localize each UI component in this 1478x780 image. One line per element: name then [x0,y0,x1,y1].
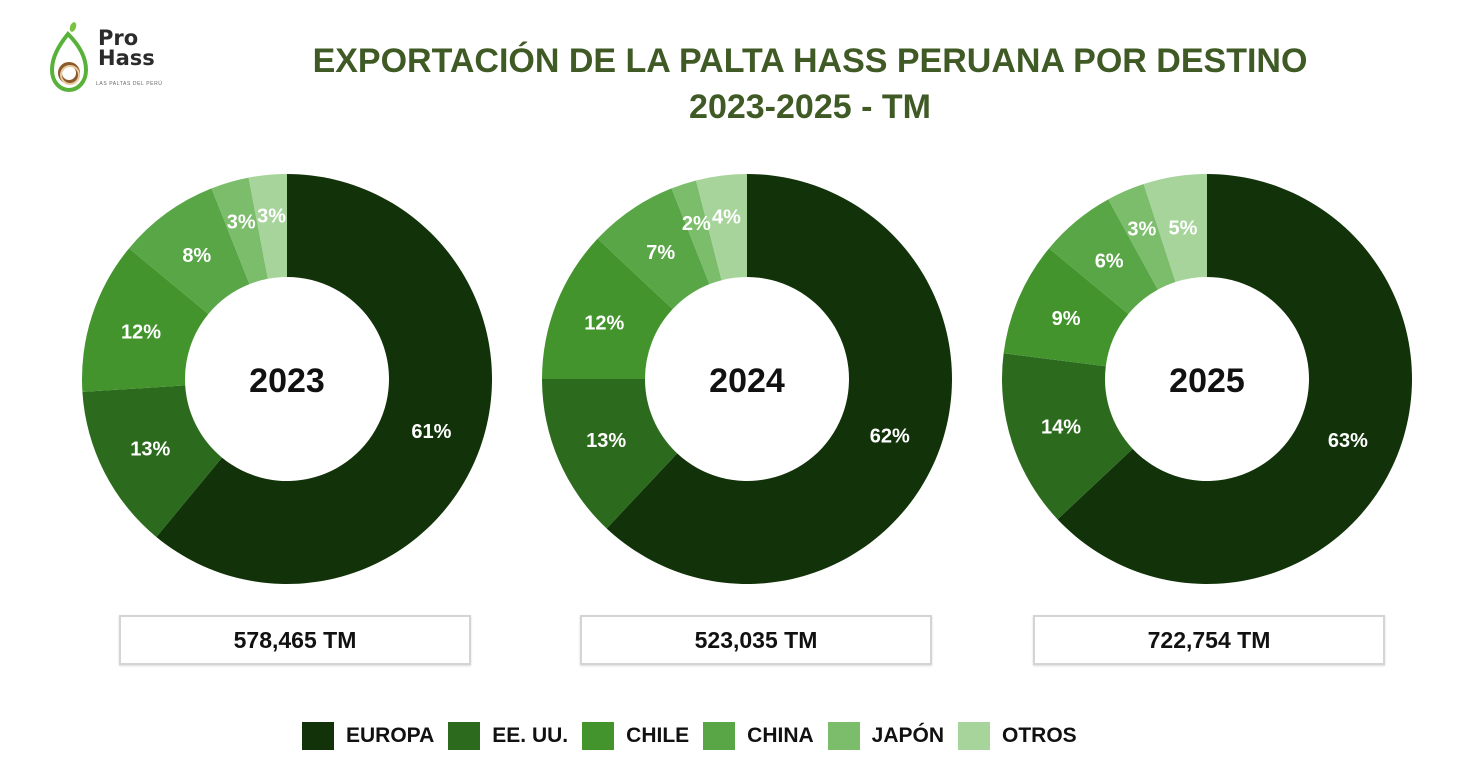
slice-label-china: 8% [182,245,211,267]
slice-jap-n [211,177,268,285]
slice-otros [248,174,287,279]
legend-label: EE. UU. [492,724,569,747]
slice-label-otros: 3% [257,206,286,228]
legend-swatch [302,722,334,750]
total-value: 523,035 TM [694,626,818,653]
slice-label-europa: 61% [411,421,451,443]
slice-europa [156,174,493,584]
legend-swatch [703,722,736,750]
slice-label-chile: 9% [1052,308,1081,330]
legend-swatch [448,722,481,750]
legend-item-eeuu: EE. UU. [448,722,568,750]
slice-label-chile: 12% [121,322,161,344]
slice-chile [82,248,209,392]
slice-jap-n [1108,184,1176,290]
slice-china [129,188,250,314]
total-box-2025: 722,754 TM [1033,615,1385,665]
legend-label: CHINA [747,724,814,747]
slice-label-otros: 5% [1169,217,1198,239]
slice-label-jap-n: 3% [227,212,256,234]
prohass-logo: Pro Hass LAS PALTAS DEL PERÚ [46,20,176,92]
total-value: 722,754 TM [1147,626,1271,653]
slice-china [1049,199,1158,314]
donut-2025: 63% 14% 9% 6%3% 5% 2025 [1002,174,1412,584]
legend-item-europa: EUROPA [302,722,434,750]
slice-europa [1057,174,1412,584]
slice-ee-uu [542,379,678,529]
legend-label: JAPÓN [871,724,945,747]
slice-jap-n [671,180,722,285]
slice-label-ee-uu: 13% [586,430,626,452]
slice-label-otros: 4% [712,206,741,228]
slice-ee-uu [1002,353,1133,520]
slice-label-jap-n: 2% [682,213,711,235]
slice-label-europa: 63% [1328,430,1368,452]
title-line-1: EXPORTACIÓN DE LA PALTA HASS PERUANA POR… [312,42,1308,80]
slice-chile [1003,248,1129,367]
slice-europa [606,174,952,584]
legend-label: OTROS [1002,724,1077,747]
legend-label: CHILE [626,724,690,747]
slice-label-china: 6% [1095,251,1124,273]
total-box-2024: 523,035 TM [580,615,932,665]
slice-china [597,188,710,310]
donut-2024: 62% 13% 12% 7% 2% 4% 2024 [542,174,952,584]
slice-ee-uu [82,385,222,537]
legend-item-chile: CHILE [582,722,689,750]
page-title: EXPORTACIÓN DE LA PALTA HASS PERUANA POR… [260,38,1360,130]
donut-2023: 61% 13% 12% 8% 3% 3% 2023 [82,174,493,584]
slice-label-ee-uu: 13% [130,439,170,461]
donut-center-label: 2024 [709,362,785,400]
slice-chile [542,238,673,379]
legend-swatch [958,722,991,750]
legend-item-otros: OTROS [958,722,1077,750]
slice-otros [696,174,747,281]
slice-label-ee-uu: 14% [1041,416,1081,438]
logo-line1: Pro [98,26,139,50]
legend: EUROPA EE. UU. CHILE CHINA JAPÓN OTROS [302,722,1091,750]
legend-item-japon: JAPÓN [827,722,945,750]
slice-label-europa: 62% [870,426,910,448]
slice-otros [1143,174,1207,282]
title-line-2: 2023-2025 - TM [689,88,931,126]
avocado-icon [49,22,89,92]
donut-center-label: 2023 [249,362,325,400]
slice-label-china: 7% [646,242,675,264]
legend-label: EUROPA [346,724,435,747]
legend-item-china: CHINA [703,722,814,750]
slice-label-jap-n: 3% [1127,218,1156,240]
logo-wordmark: Pro Hass [98,26,155,70]
slice-label-chile: 12% [584,312,624,334]
total-value: 578,465 TM [233,626,357,653]
donut-center-label: 2025 [1169,362,1245,400]
logo-line2: Hass [98,46,155,70]
total-box-2023: 578,465 TM [119,615,471,665]
logo-tagline: LAS PALTAS DEL PERÚ [96,81,163,87]
legend-swatch [582,722,615,750]
legend-swatch [827,722,860,750]
